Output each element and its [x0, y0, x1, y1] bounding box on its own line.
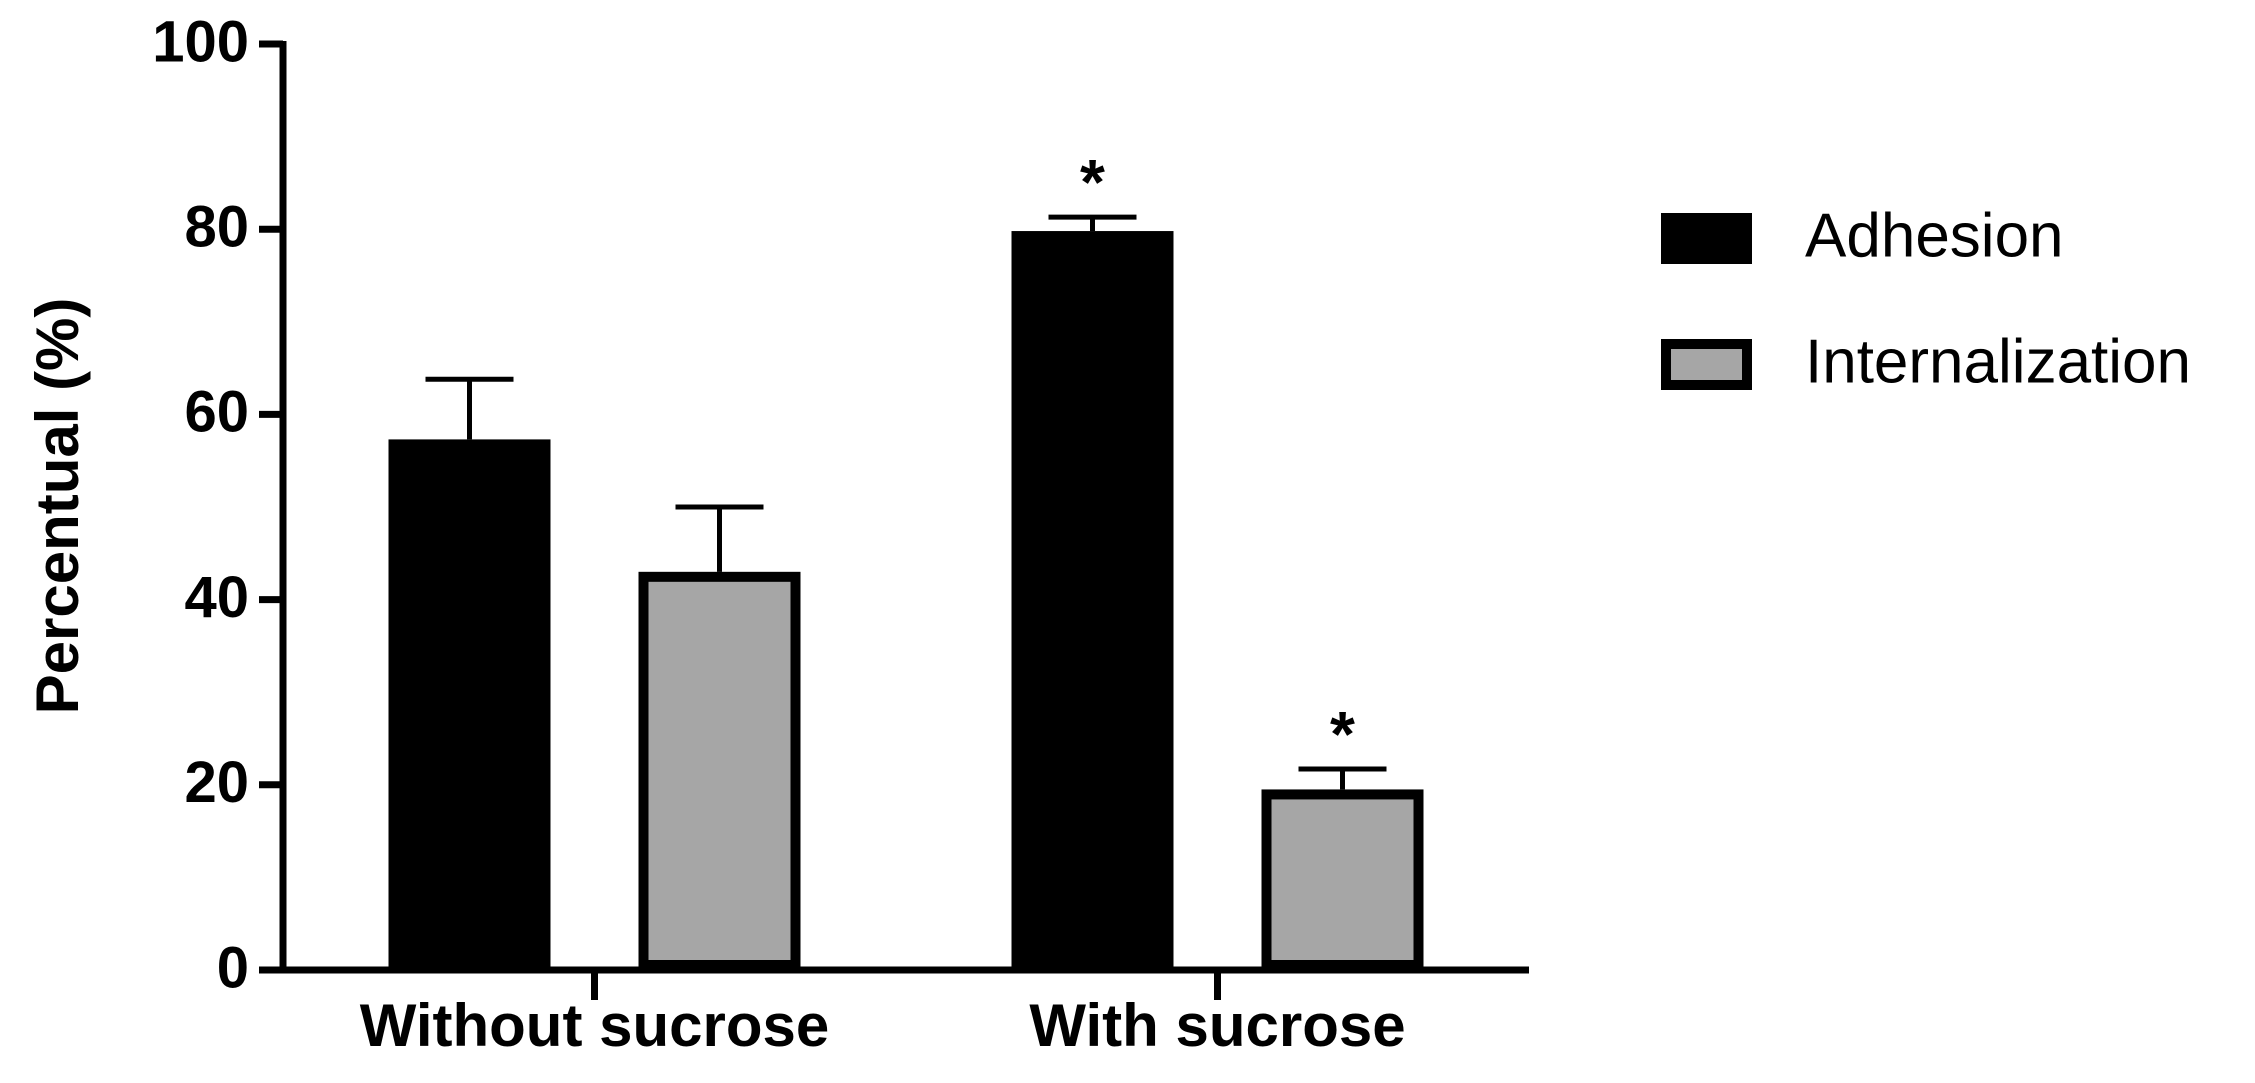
- bar: [388, 439, 551, 971]
- bar: [1011, 231, 1174, 970]
- y-tick-label: 60: [184, 380, 249, 445]
- x-tick-label: Without sucrose: [360, 992, 829, 1059]
- y-axis-label: Percentual (%): [24, 298, 91, 715]
- error-bar: [425, 376, 514, 440]
- legend-label: Adhesion: [1805, 201, 2064, 270]
- y-tick-label: 40: [184, 565, 249, 630]
- y-tick-label: 100: [152, 9, 249, 74]
- error-bar: [1298, 766, 1387, 790]
- legend-swatch: [1661, 213, 1752, 264]
- bar: [1261, 789, 1424, 970]
- x-tick-label: With sucrose: [1029, 992, 1405, 1059]
- legend-swatch: [1661, 339, 1752, 390]
- bar: [638, 571, 801, 970]
- significance-marker: *: [1330, 698, 1355, 770]
- y-tick-label: 20: [184, 750, 249, 815]
- significance-marker: *: [1080, 146, 1105, 218]
- y-tick-label: 0: [217, 935, 249, 1000]
- error-bar: [1048, 214, 1137, 232]
- error-bar: [675, 504, 764, 572]
- y-tick-label: 80: [184, 195, 249, 260]
- legend-label: Internalization: [1805, 327, 2191, 396]
